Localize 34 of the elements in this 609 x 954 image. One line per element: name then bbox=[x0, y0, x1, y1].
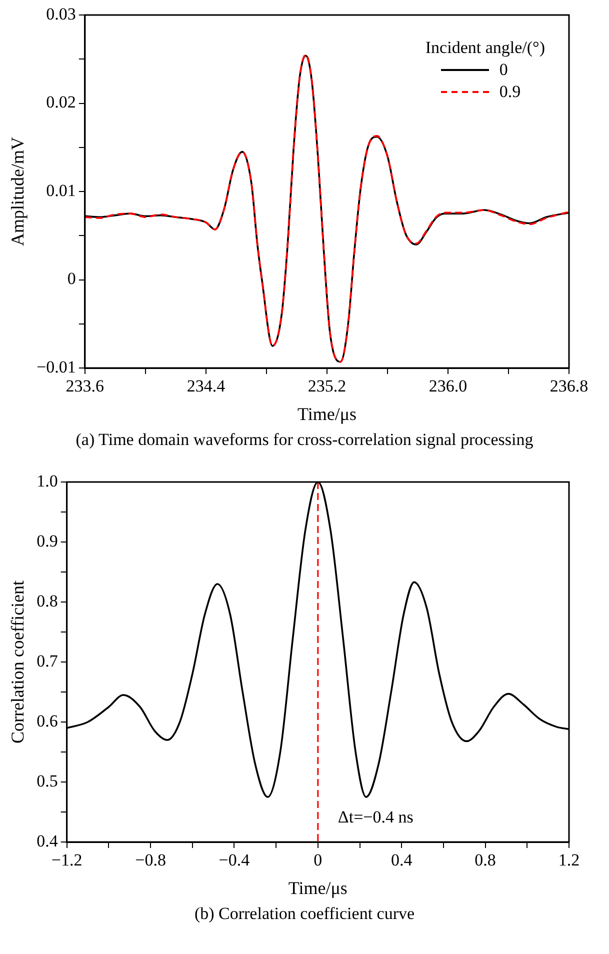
y-tick-label: 0.02 bbox=[46, 92, 76, 112]
y-tick-label: 0.7 bbox=[36, 651, 58, 670]
y-tick-label: 0.6 bbox=[36, 711, 58, 730]
y-axis-title: Amplitude/mV bbox=[8, 137, 28, 246]
x-axis-title: Time/μs bbox=[288, 878, 348, 898]
legend-title: Incident angle/(°) bbox=[425, 37, 545, 59]
x-tick-label: 1.2 bbox=[558, 850, 580, 870]
x-tick-label: 0.4 bbox=[390, 850, 413, 870]
annotation: Δt=−0.4 ns bbox=[338, 807, 414, 826]
y-axis-title: Correlation coefficient bbox=[8, 580, 28, 744]
x-axis-title: Time/μs bbox=[297, 404, 356, 424]
legend-label: 0 bbox=[499, 59, 508, 81]
y-tick-label: 0.03 bbox=[46, 4, 76, 24]
y-tick-label: 0.01 bbox=[46, 180, 76, 200]
x-tick-label: 236.8 bbox=[550, 376, 588, 396]
text: (b) Correlation coefficient curve bbox=[193, 904, 416, 924]
y-tick-label: 0.4 bbox=[36, 831, 58, 850]
x-tick-label: 0 bbox=[314, 850, 322, 870]
x-tick-label: 236.0 bbox=[428, 376, 468, 396]
x-tick-label: 235.2 bbox=[308, 376, 346, 396]
x-tick-label: −1.2 bbox=[51, 850, 82, 870]
y-tick-label: 1.0 bbox=[36, 471, 58, 490]
y-tick-label: 0.5 bbox=[36, 771, 58, 790]
legend-label: 0.9 bbox=[499, 81, 521, 103]
text: (a) Time domain waveforms for cross-correlation signal processing bbox=[74, 430, 534, 450]
x-tick-label: −0.8 bbox=[135, 850, 166, 870]
y-tick-label: 0 bbox=[67, 269, 76, 288]
y-tick-label: 0.8 bbox=[36, 591, 58, 610]
y-tick-label: −0.01 bbox=[36, 357, 76, 376]
x-tick-label: 0.8 bbox=[474, 850, 496, 870]
y-tick-label: 0.9 bbox=[36, 531, 58, 550]
x-tick-label: −0.4 bbox=[218, 850, 250, 870]
x-tick-label: 234.4 bbox=[186, 376, 226, 396]
x-tick-label: 233.6 bbox=[66, 376, 104, 396]
